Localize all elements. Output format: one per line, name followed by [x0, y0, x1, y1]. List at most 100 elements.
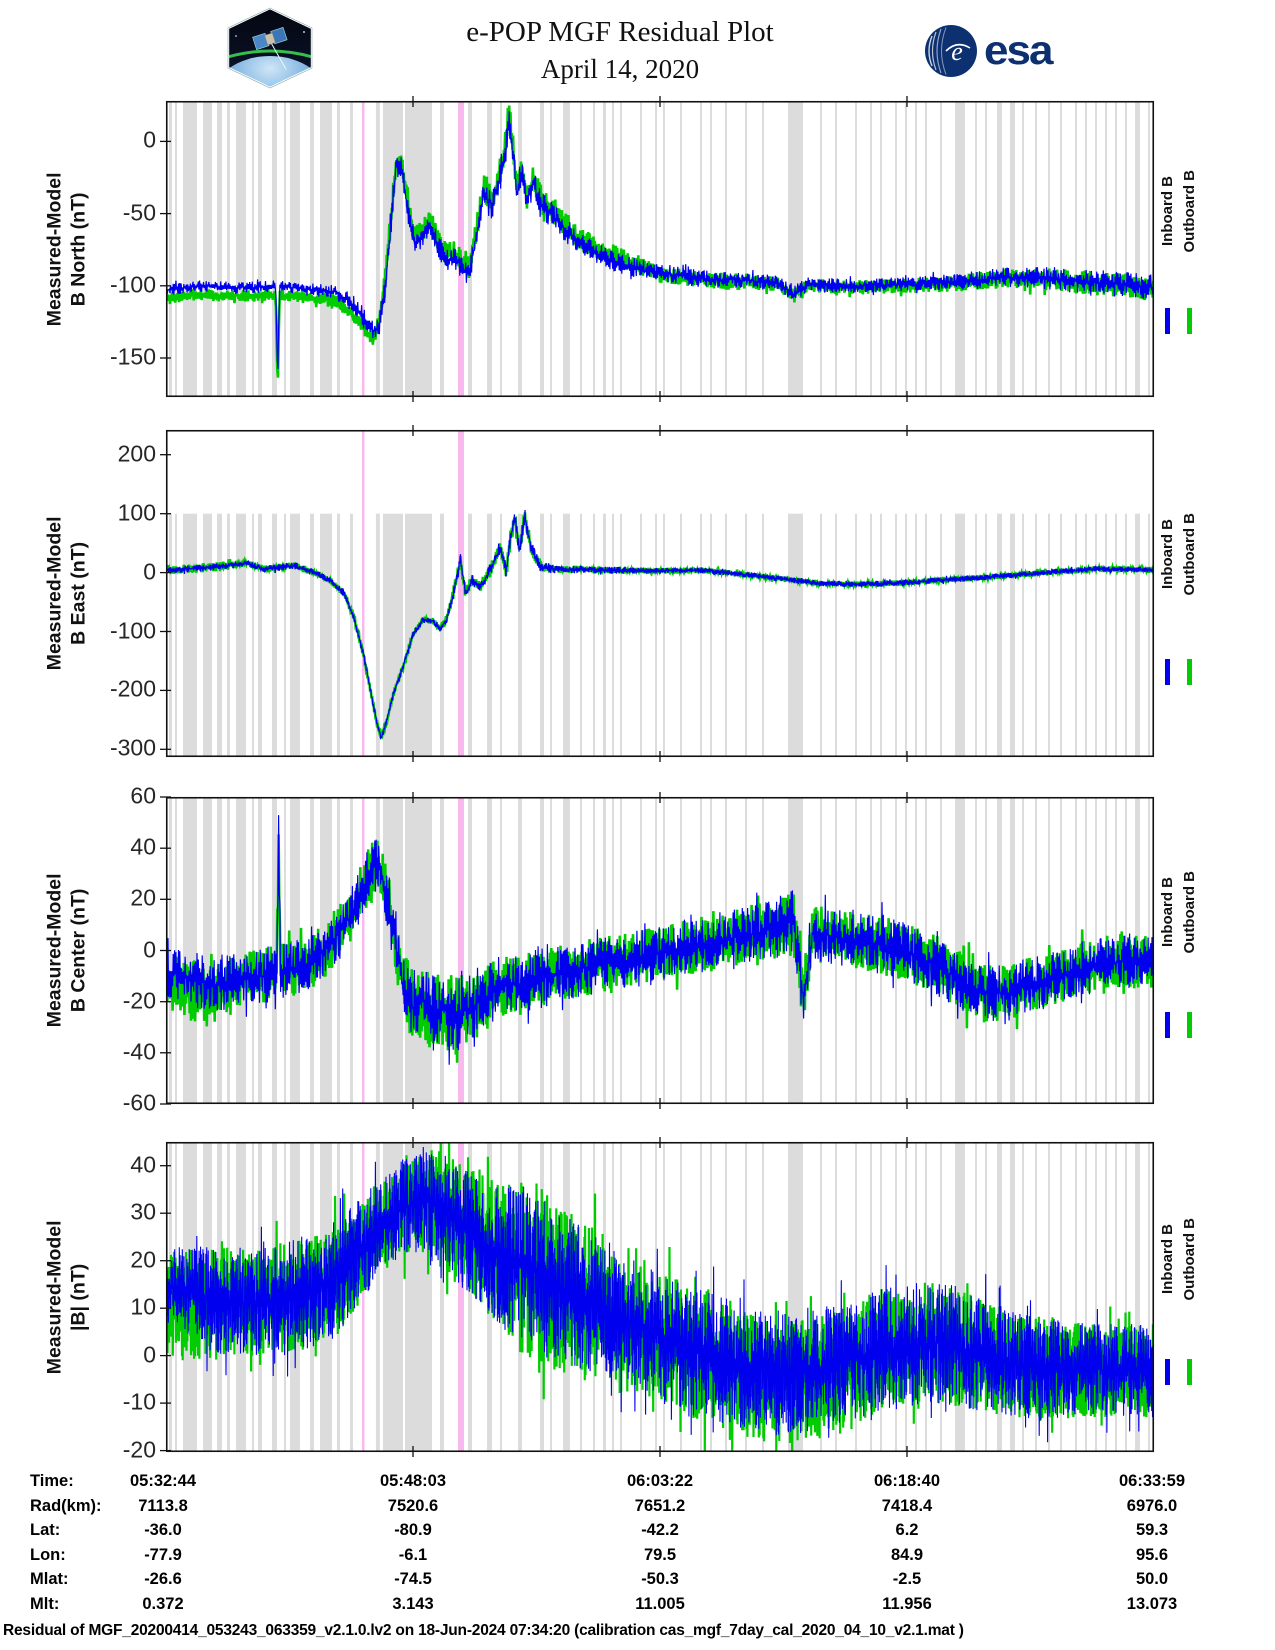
series-inboard-b_magnitude: [166, 1146, 1154, 1443]
table-cell: 3.143: [392, 1594, 434, 1613]
row-label: Mlt:: [30, 1594, 60, 1613]
table-cell: -77.9: [144, 1545, 182, 1564]
row-label: Time:: [30, 1472, 74, 1490]
legend-marker-inboard: [1165, 1359, 1170, 1385]
ylabel-text: Measured-Model B Center (nT): [43, 873, 91, 1028]
panel-b_magnitude-plot: [160, 1137, 1155, 1457]
esa-globe-icon: e: [925, 25, 977, 77]
ytick-label-b_east: 100: [117, 499, 156, 526]
table-cell: -2.5: [892, 1570, 922, 1588]
svg-text:e: e: [951, 37, 963, 66]
table-cell: 7113.8: [138, 1496, 188, 1515]
svg-text:CASSIOPE: CASSIOPE: [253, 79, 287, 86]
table-cell: 06:18:40: [873, 1472, 941, 1490]
legend-label-outboard: Outboard B: [1181, 871, 1198, 954]
ytick-label-b_east: -200: [109, 675, 156, 702]
table-cell: 05:48:03: [379, 1472, 447, 1490]
series-outboard-b_north: [166, 105, 1154, 378]
ytick-label-b_magnitude: 0: [143, 1341, 156, 1368]
legend-b_magnitude: Inboard B Outboard B: [1158, 1142, 1248, 1452]
ylabel-b_east: Measured-Model B East (nT): [30, 430, 104, 757]
series-outboard-b_east: [166, 512, 1154, 740]
series-inboard-b_north: [166, 111, 1154, 369]
table-cell: 59.3: [1135, 1521, 1169, 1539]
table-cell: -26.6: [144, 1570, 182, 1588]
table-cell: 7651.2: [634, 1496, 686, 1515]
ytick-label-b_north: 0: [143, 126, 156, 153]
table-row-lon: Lon: -77.9 -6.1 79.5 84.9 95.6: [0, 1546, 1275, 1568]
table-cell: -36.0: [144, 1521, 182, 1539]
table-row-mlat: Mlat: -26.6 -74.5 -50.3 -2.5 50.0: [0, 1570, 1275, 1592]
legend-label-outboard: Outboard B: [1181, 170, 1198, 253]
table-cell: 79.5: [643, 1545, 677, 1564]
table-cell: -6.1: [398, 1545, 428, 1564]
legend-marker-inboard: [1165, 1011, 1170, 1038]
panel-b_north-plot: [160, 96, 1155, 402]
ytick-label-b_center: 20: [130, 884, 156, 911]
ylabel-b_center: Measured-Model B Center (nT): [30, 797, 104, 1104]
ytick-label-b_center: -60: [122, 1089, 156, 1116]
panel-b_center-plot: [160, 792, 1155, 1109]
legend-label-outboard: Outboard B: [1181, 1217, 1198, 1301]
ytick-label-b_magnitude: -10: [122, 1388, 156, 1415]
legend-marker-inboard: [1165, 658, 1170, 685]
legend-label-inboard: Inboard B: [1159, 877, 1176, 948]
table-cell: -80.9: [394, 1521, 432, 1539]
table-row-radkm: Rad(km): 7113.8 7520.6 7651.2 7418.4 6976.0: [0, 1497, 1275, 1519]
ylabel-text: Measured-Model B East (nT): [43, 516, 91, 671]
table-cell: 11.956: [882, 1594, 932, 1613]
ytick-label-b_magnitude: 10: [130, 1293, 156, 1320]
table-cell: 84.9: [890, 1545, 924, 1564]
esa-wordmark: esa: [984, 28, 1053, 74]
row-label: Lat:: [30, 1521, 61, 1539]
ytick-label-b_magnitude: 20: [130, 1246, 156, 1273]
legend-b_east: Inboard B Outboard B: [1158, 430, 1248, 757]
table-cell: 06:03:22: [626, 1472, 694, 1490]
esa-logo: e esa: [924, 24, 1053, 78]
plot-date: April 14, 2020: [540, 54, 700, 84]
ylabel-b_north: Measured-Model B North (nT): [30, 101, 104, 397]
legend-label-inboard: Inboard B: [1159, 519, 1176, 590]
ytick-label-b_center: 60: [130, 782, 156, 809]
ytick-label-b_center: -20: [122, 987, 156, 1014]
panel-b_east-plot: [160, 425, 1155, 762]
table-cell: 05:32:44: [129, 1472, 197, 1490]
legend-marker-outboard: [1187, 658, 1192, 685]
legend-marker-outboard: [1187, 308, 1192, 335]
ytick-label-b_east: 0: [143, 557, 156, 584]
legend-label-inboard: Inboard B: [1159, 176, 1176, 247]
ylabel-b_magnitude: Measured-Model |B| (nT): [30, 1142, 104, 1452]
table-cell: -42.2: [641, 1521, 679, 1539]
ytick-label-b_north: -50: [122, 199, 156, 226]
series-inboard-b_center: [166, 815, 1154, 1065]
table-cell: 6.2: [895, 1521, 919, 1539]
ytick-label-b_east: -300: [109, 734, 156, 761]
ytick-label-b_east: -100: [109, 616, 156, 643]
legend-b_center: Inboard B Outboard B: [1158, 797, 1248, 1104]
legend-label-outboard: Outboard B: [1181, 513, 1198, 596]
table-cell: 7520.6: [387, 1496, 439, 1515]
ytick-label-b_magnitude: 30: [130, 1198, 156, 1225]
ytick-label-b_north: -100: [109, 271, 156, 298]
ytick-label-b_center: 40: [130, 833, 156, 860]
ytick-label-b_magnitude: 40: [130, 1151, 156, 1178]
row-label: Rad(km):: [30, 1496, 102, 1515]
ytick-label-b_east: 200: [117, 440, 156, 467]
legend-b_north: Inboard B Outboard B: [1158, 101, 1248, 397]
table-cell: 13.073: [1126, 1594, 1178, 1613]
ytick-label-b_center: -40: [122, 1038, 156, 1065]
table-cell: 11.005: [635, 1594, 685, 1613]
ylabel-text: Measured-Model B North (nT): [43, 172, 91, 326]
table-cell: 0.372: [142, 1594, 184, 1613]
ytick-label-b_north: -150: [109, 343, 156, 370]
row-label: Mlat:: [30, 1570, 69, 1588]
legend-marker-outboard: [1187, 1359, 1192, 1385]
table-cell: 6976.0: [1126, 1496, 1178, 1515]
table-cell: -74.5: [394, 1570, 432, 1588]
series-inboard-b_east: [166, 509, 1154, 740]
row-label: Lon:: [30, 1545, 66, 1564]
legend-label-inboard: Inboard B: [1159, 1223, 1176, 1294]
ylabel-text: Measured-Model |B| (nT): [43, 1220, 91, 1374]
table-row-lat: Lat: -36.0 -80.9 -42.2 6.2 59.3: [0, 1521, 1275, 1543]
table-row-mlt: Mlt: 0.372 3.143 11.005 11.956 13.073: [0, 1595, 1275, 1617]
